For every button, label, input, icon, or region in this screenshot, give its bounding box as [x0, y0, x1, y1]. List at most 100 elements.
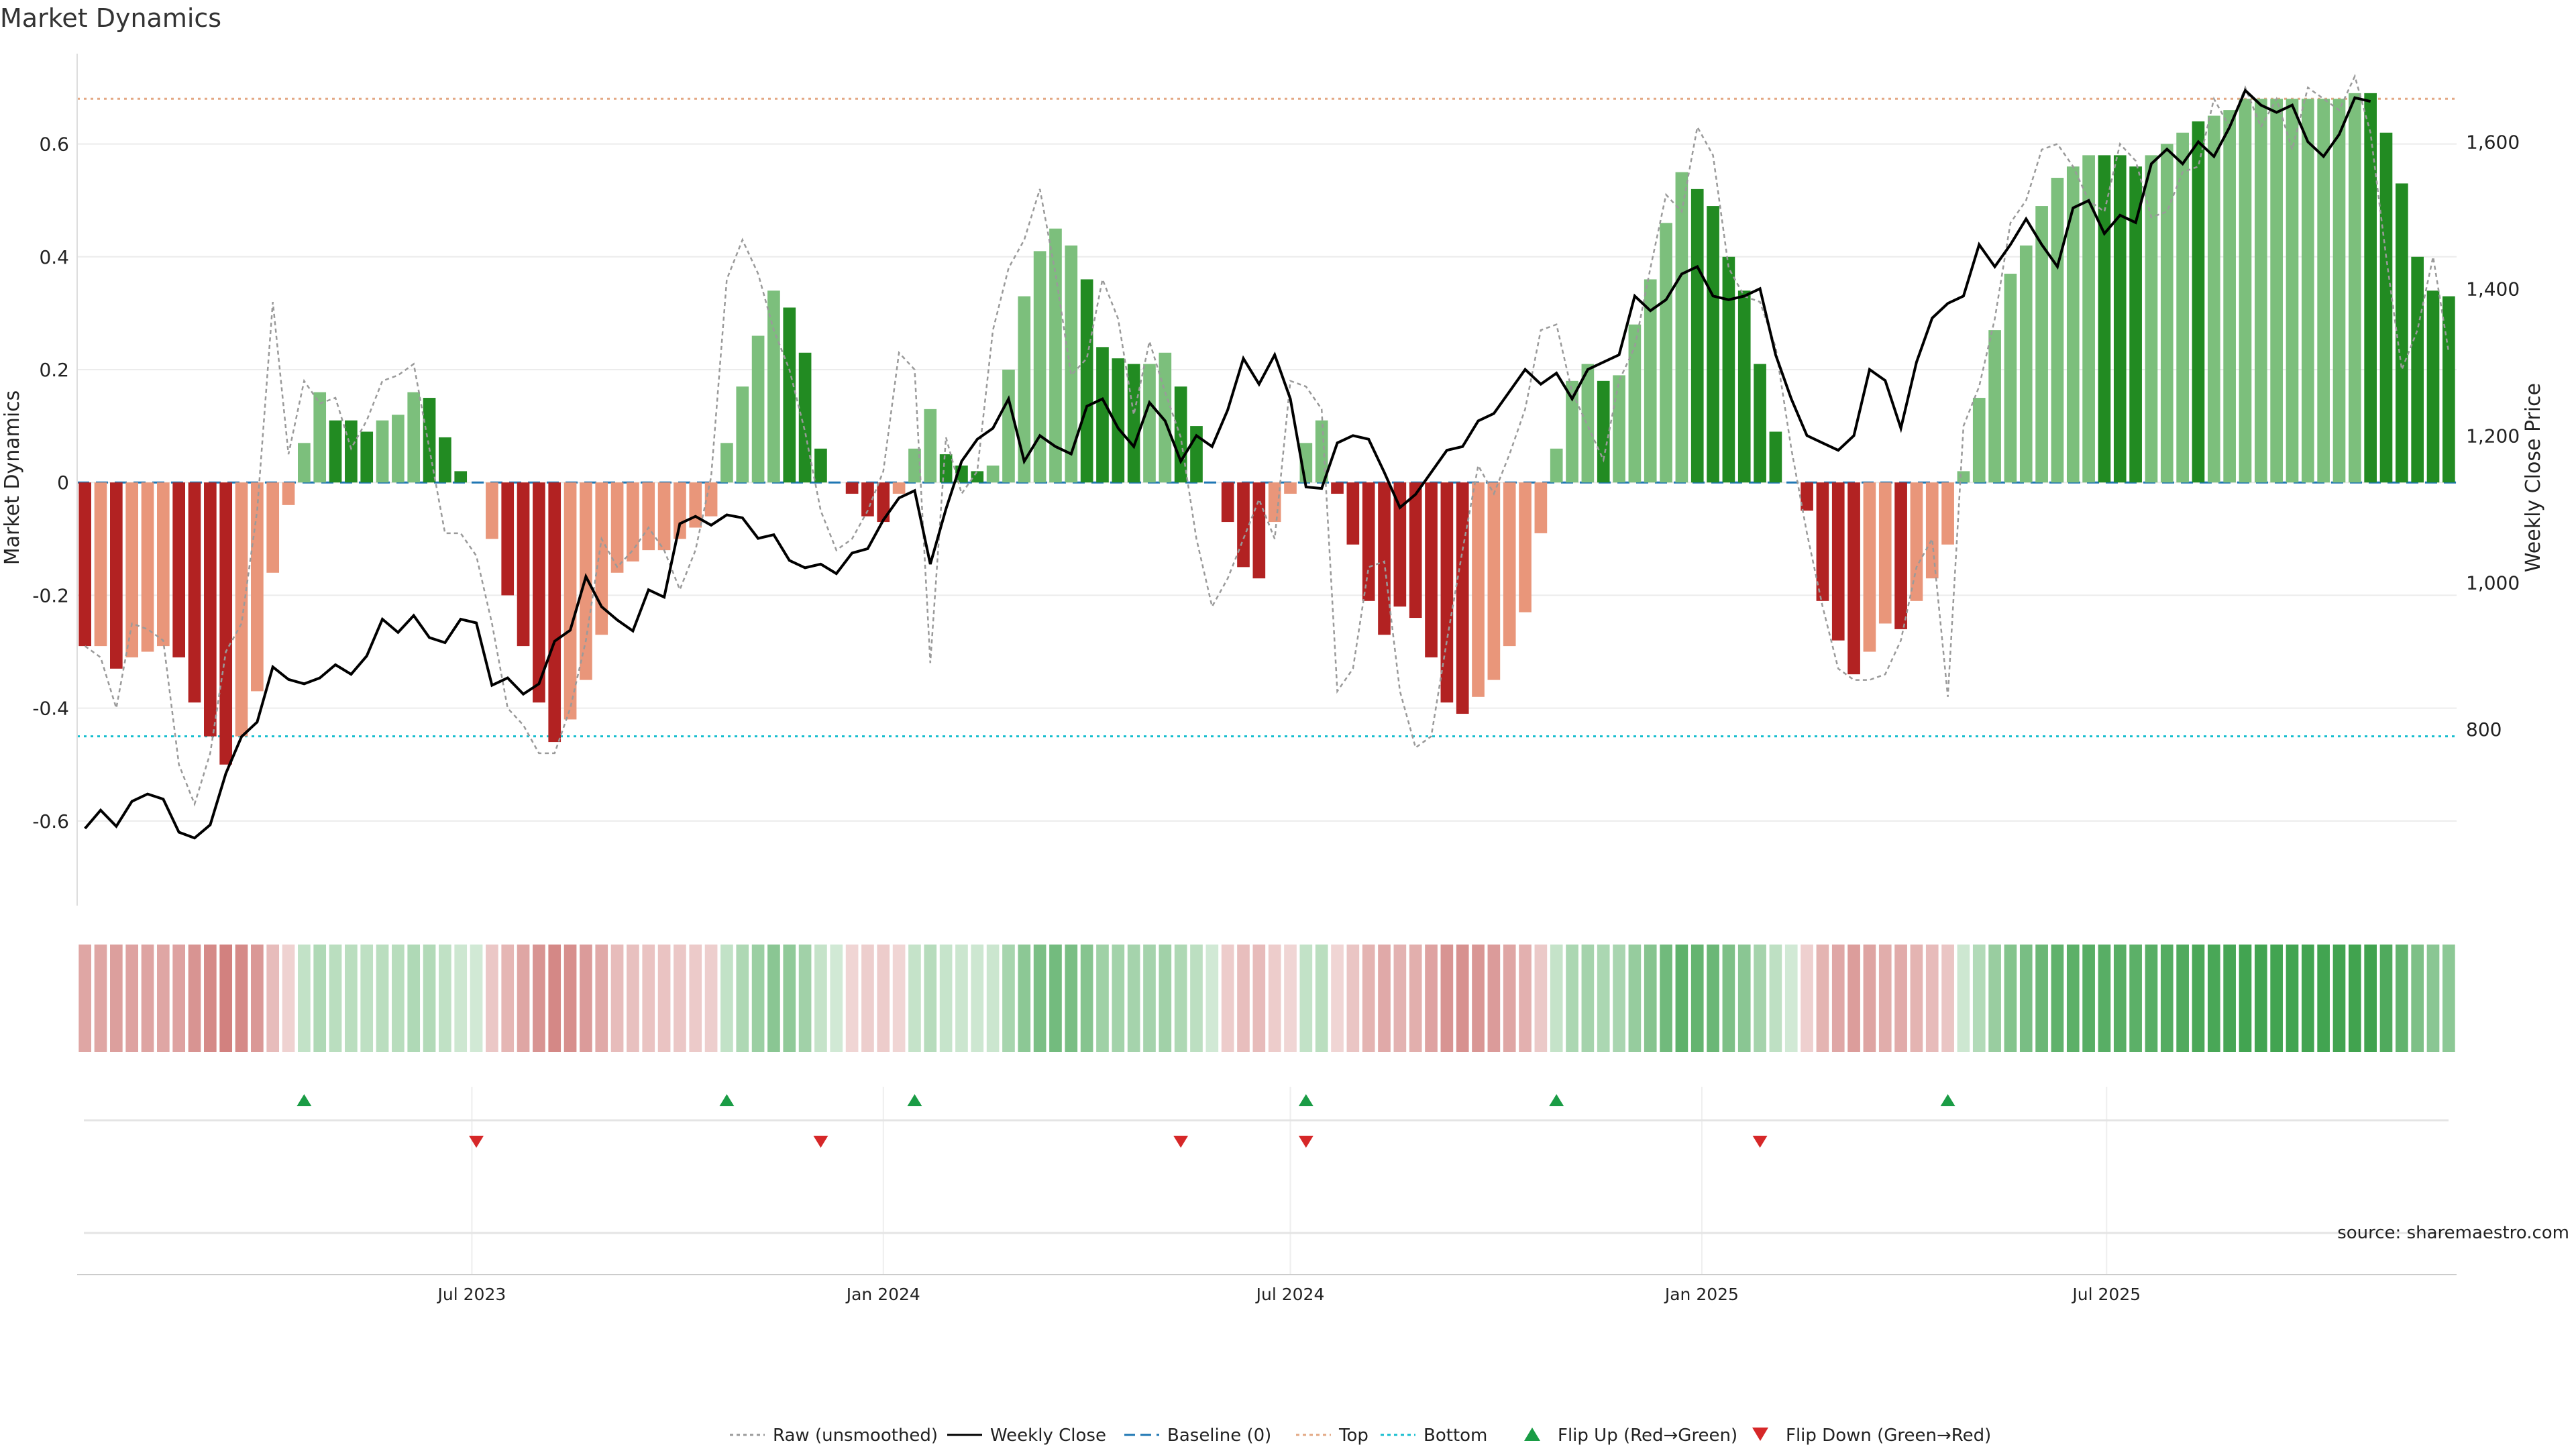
- market-dynamics-bar: [1847, 482, 1860, 675]
- market-dynamics-bar: [689, 482, 702, 528]
- heatmap-cell: [313, 945, 327, 1052]
- heatmap-cell: [939, 945, 953, 1052]
- flip-up-marker: [1549, 1094, 1564, 1106]
- legend-item: Bottom: [1381, 1426, 1487, 1446]
- heatmap-cell: [2129, 945, 2142, 1052]
- heatmap-cell: [1613, 945, 1625, 1052]
- heatmap-cell: [125, 945, 139, 1052]
- heatmap-cell: [1847, 945, 1860, 1052]
- market-dynamics-bar: [877, 482, 890, 523]
- market-dynamics-bar: [971, 471, 984, 483]
- market-dynamics-bar: [423, 398, 436, 483]
- flip-up-marker: [719, 1094, 735, 1106]
- heatmap-cell: [720, 945, 733, 1052]
- heatmap-cell: [188, 945, 201, 1052]
- market-dynamics-bar: [94, 482, 107, 647]
- market-dynamics-bar: [172, 482, 186, 657]
- market-dynamics-bar: [704, 482, 718, 517]
- market-dynamics-bar: [1221, 482, 1234, 523]
- market-dynamics-bar: [610, 482, 624, 573]
- market-dynamics-bar: [1972, 398, 1986, 483]
- market-dynamics-bar: [924, 409, 937, 483]
- flip-up-marker: [297, 1094, 312, 1106]
- heatmap-cell: [1754, 945, 1766, 1052]
- market-dynamics-bar: [266, 482, 280, 573]
- flip-up-marker: [907, 1094, 922, 1106]
- market-dynamics-bar: [1159, 352, 1172, 483]
- y-tick-label: 0.6: [39, 133, 69, 156]
- heatmap-cell: [674, 945, 686, 1052]
- heatmap-cell: [1784, 945, 1798, 1052]
- market-dynamics-bar: [2145, 155, 2158, 483]
- market-dynamics-bar: [1331, 482, 1344, 494]
- legend-swatch-flip-down: [1752, 1428, 1768, 1441]
- heatmap-cell: [924, 945, 937, 1052]
- heatmap-cell: [798, 945, 812, 1052]
- market-dynamics-bar: [1597, 380, 1610, 483]
- y-tick-label: 0: [57, 472, 69, 494]
- market-dynamics-bar: [407, 392, 421, 483]
- market-dynamics-bar: [1456, 482, 1469, 714]
- chart-title: Market Dynamics: [0, 3, 221, 33]
- heatmap-cell: [298, 945, 311, 1052]
- heatmap-cell: [2019, 945, 2033, 1052]
- heatmap-cell: [439, 945, 451, 1052]
- heatmap-cell: [1018, 945, 1031, 1052]
- heatmap-cell: [814, 945, 827, 1052]
- market-dynamics-bar: [204, 482, 217, 737]
- heatmap-cell: [1393, 945, 1407, 1052]
- market-dynamics-bar: [1425, 482, 1438, 657]
- heatmap-cell: [1174, 945, 1187, 1052]
- heatmap-cell: [2160, 945, 2174, 1052]
- market-dynamics-bar: [1988, 330, 2001, 483]
- heatmap-cell: [548, 945, 561, 1052]
- heatmap-cell: [2035, 945, 2048, 1052]
- heatmap-cell: [1096, 945, 1109, 1052]
- heatmap-cell: [2270, 945, 2283, 1052]
- market-dynamics-bar: [1472, 482, 1485, 697]
- heatmap-cell: [1080, 945, 1093, 1052]
- heatmap-cell: [2066, 945, 2080, 1052]
- legend-item: Flip Up (Red→Green): [1524, 1426, 1737, 1446]
- heatmap-cell: [1972, 945, 1986, 1052]
- heatmap-cell: [78, 945, 92, 1052]
- market-dynamics-bar: [2332, 99, 2346, 483]
- market-dynamics-bar: [2129, 166, 2142, 483]
- market-dynamics-bar: [157, 482, 170, 647]
- heatmap-cell: [204, 945, 217, 1052]
- legend-label: Baseline (0): [1167, 1426, 1271, 1446]
- heatmap-cell: [2348, 945, 2361, 1052]
- market-dynamics-bar: [78, 482, 92, 647]
- market-dynamics-bar: [1127, 364, 1140, 483]
- heatmap-cell: [282, 945, 295, 1052]
- market-dynamics-bar: [219, 482, 233, 765]
- market-dynamics-bar: [2051, 178, 2064, 483]
- y-tick-label: -0.4: [32, 698, 69, 720]
- market-dynamics-bar: [1675, 172, 1688, 483]
- heatmap-cell: [736, 945, 749, 1052]
- legend-label: Top: [1338, 1426, 1368, 1446]
- heatmap-cell: [2301, 945, 2314, 1052]
- heatmap-cell: [157, 945, 170, 1052]
- x-tick-label: Jul 2023: [437, 1285, 506, 1304]
- market-dynamics-bar: [1487, 482, 1501, 680]
- market-dynamics-bar: [1550, 448, 1563, 483]
- heatmap-cell: [110, 945, 123, 1052]
- flip-down-marker: [813, 1136, 828, 1148]
- heatmap-cell: [2207, 945, 2220, 1052]
- market-dynamics-bar: [1754, 364, 1766, 483]
- market-dynamics-bar: [1237, 482, 1250, 568]
- market-dynamics-bar: [908, 448, 921, 483]
- heatmap-cell: [610, 945, 624, 1052]
- market-dynamics-bar: [454, 471, 468, 483]
- y2-axis-label: Weekly Close Price: [2522, 383, 2545, 572]
- market-dynamics-bar: [1863, 482, 1876, 652]
- heatmap-cell: [1581, 945, 1595, 1052]
- market-dynamics-bar: [125, 482, 139, 657]
- heatmap-cell: [1487, 945, 1501, 1052]
- market-dynamics-bar: [1018, 296, 1031, 483]
- market-dynamics-bar: [1628, 324, 1642, 483]
- market-dynamics-bar: [2254, 99, 2267, 483]
- market-dynamics-bar: [751, 335, 765, 483]
- x-tick-label: Jul 2024: [1255, 1285, 1325, 1304]
